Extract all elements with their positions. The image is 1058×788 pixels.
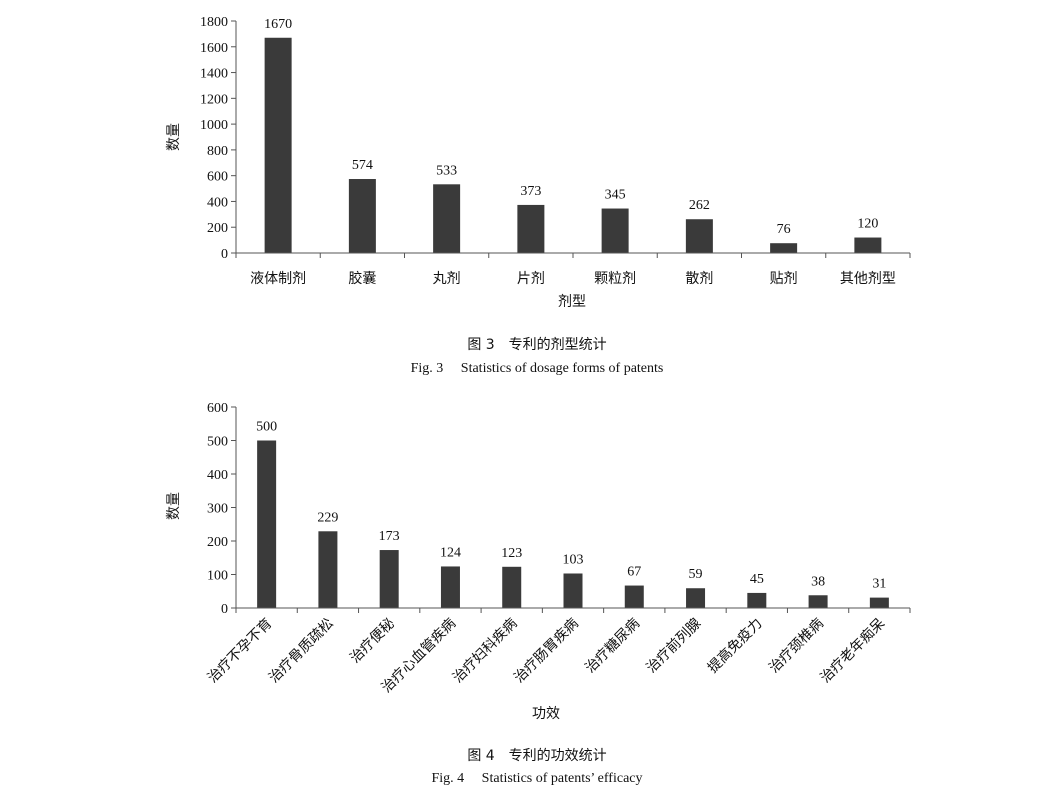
fig4-caption-cn: 图 4 专利的功效统计 [467, 748, 606, 764]
efficacy-y-tick-label: 400 [207, 468, 228, 483]
dosage-form-category-label: 胶囊 [348, 270, 376, 287]
efficacy-y-tick-label: 300 [207, 502, 228, 517]
dosage-form-bar [517, 204, 545, 253]
efficacy-category-label: 治疗骨质疏松 [266, 616, 337, 687]
efficacy-category-label: 治疗妇科疾病 [449, 615, 520, 686]
efficacy-chart: 500 229 173 124 123 103 67 59 45 38 31 0 100 200 300 4… [166, 401, 911, 786]
dosage-form-bar [433, 184, 461, 253]
efficacy-y-tick-label: 600 [207, 401, 228, 416]
dosage-form-y-tick-label: 1000 [200, 118, 228, 133]
efficacy-y-tick-label: 0 [221, 602, 228, 617]
dosage-form-value-label: 1670 [264, 17, 292, 32]
efficacy-category-label: 治疗不孕不育 [205, 616, 276, 687]
dosage-form-y-tick-label: 800 [207, 144, 228, 159]
efficacy-category-label: 治疗老年痴呆 [817, 616, 888, 687]
efficacy-value-label: 59 [689, 567, 703, 582]
dosage-form-bar [348, 179, 376, 253]
efficacy-value-label: 45 [750, 572, 764, 587]
dosage-form-value-label: 262 [689, 198, 710, 213]
dosage-form-value-label: 345 [605, 188, 626, 203]
dosage-form-chart: 1670 574 533 373 345 262 76 120 0 200 400 600 800 10… [166, 15, 911, 376]
efficacy-category-label: 治疗便秘 [347, 616, 398, 667]
fig4-caption-en: Fig. 4 Statistics of patents’ efficacy [432, 771, 643, 786]
efficacy-bar [440, 566, 460, 608]
efficacy-category-label: 提高免疫力 [704, 615, 766, 677]
dosage-form-y-tick-label: 1800 [200, 15, 228, 30]
efficacy-bar [379, 550, 399, 608]
dosage-form-category-label: 其他剂型 [840, 271, 896, 287]
efficacy-value-label: 67 [627, 565, 641, 580]
dosage-form-bar [601, 208, 629, 253]
dosage-form-y-tick-label: 200 [207, 221, 228, 236]
efficacy-y-tick-label: 200 [207, 535, 228, 550]
efficacy-bar [318, 531, 338, 608]
efficacy-value-label: 31 [872, 577, 886, 592]
dosage-form-category-label: 片剂 [517, 271, 545, 287]
dosage-form-category-label: 贴剂 [770, 271, 798, 287]
efficacy-bar [869, 597, 889, 608]
efficacy-bar [624, 585, 644, 608]
efficacy-category-label: 治疗糖尿病 [582, 616, 643, 677]
dosage-form-bar [264, 37, 292, 253]
dosage-form-y-tick-label: 1600 [200, 41, 228, 56]
efficacy-value-label: 229 [317, 510, 338, 525]
dosage-form-category-label: 丸剂 [433, 271, 461, 287]
dosage-form-value-label: 373 [520, 184, 541, 199]
efficacy-bar [808, 595, 828, 608]
efficacy-value-label: 173 [379, 529, 400, 544]
dosage-form-category-label: 液体制剂 [250, 271, 306, 287]
dosage-form-y-tick-label: 400 [207, 195, 228, 210]
efficacy-bar [257, 440, 277, 608]
dosage-form-value-label: 574 [352, 158, 373, 173]
efficacy-bar [747, 592, 767, 608]
dosage-form-y-tick-label: 0 [221, 247, 228, 262]
dosage-form-y-tick-label: 600 [207, 170, 228, 185]
efficacy-xlabel: 功效 [532, 706, 560, 722]
dosage-form-value-label: 120 [857, 217, 878, 232]
efficacy-value-label: 123 [501, 546, 522, 561]
dosage-form-xlabel: 剂型 [558, 294, 586, 310]
dosage-form-category-label: 颗粒剂 [594, 271, 636, 287]
dosage-form-category-label: 散剂 [685, 271, 713, 287]
efficacy-value-label: 38 [811, 574, 825, 589]
efficacy-y-tick-label: 500 [207, 435, 228, 450]
dosage-form-bar [854, 237, 882, 253]
fig3-caption-cn: 图 3 专利的剂型统计 [467, 337, 606, 353]
efficacy-category-label: 治疗颈椎病 [766, 616, 827, 677]
dosage-form-y-tick-label: 1400 [200, 67, 228, 82]
fig3-caption-en: Fig. 3 Statistics of dosage forms of pat… [411, 361, 664, 376]
efficacy-bar [502, 566, 522, 608]
efficacy-value-label: 103 [563, 552, 584, 567]
dosage-form-value-label: 533 [436, 163, 457, 178]
efficacy-value-label: 500 [256, 420, 277, 435]
dosage-form-value-label: 76 [777, 222, 791, 237]
dosage-form-bar [770, 243, 798, 253]
dosage-form-bar [685, 219, 713, 253]
dosage-form-bars: 1670 574 533 373 345 262 76 120 [264, 17, 882, 253]
dosage-form-y-tick-label: 1200 [200, 92, 228, 107]
dosage-form-ylabel: 数量 [166, 123, 182, 151]
efficacy-category-label: 治疗前列腺 [643, 615, 705, 677]
efficacy-category-label: 治疗肠胃疾病 [511, 616, 582, 687]
efficacy-value-label: 124 [440, 545, 461, 560]
efficacy-bar [686, 588, 706, 608]
dosage-form-axes: 0 200 400 600 800 1000 1200 1400 1600 1800 液体制剂 胶囊 丸… [200, 15, 911, 287]
efficacy-y-tick-label: 100 [207, 569, 228, 584]
efficacy-bar [563, 573, 583, 608]
efficacy-bars: 500 229 173 124 123 103 67 59 45 38 31 [256, 420, 889, 608]
efficacy-ylabel: 数量 [166, 492, 182, 520]
